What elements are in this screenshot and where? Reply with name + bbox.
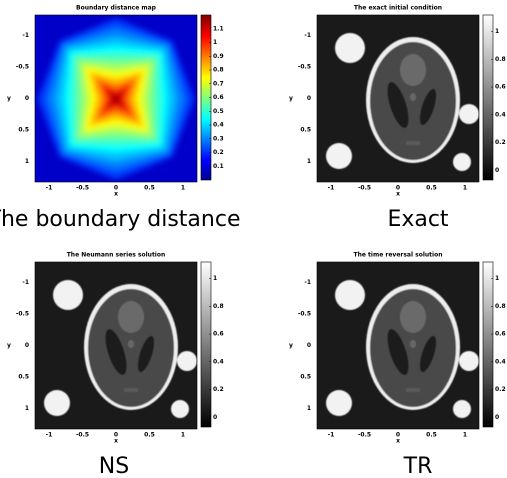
y-tick-label: 1 — [25, 158, 29, 165]
colorbar-tick-label: 1 — [495, 275, 499, 282]
x-tick-label: -1 — [328, 185, 335, 192]
x-axis-label: x — [114, 191, 118, 198]
y-tick-label: 1 — [25, 405, 29, 412]
x-tick-label: 0.5 — [426, 185, 437, 192]
x-tick-label: 1 — [181, 185, 185, 192]
x-axis-label: x — [396, 191, 400, 198]
colorbar-tick-label: 0.2 — [495, 386, 506, 393]
y-tick-label: 0.5 — [300, 127, 311, 134]
colorbar-tick-label: 0.1 — [213, 163, 224, 170]
colorbar-tick-label: 0.8 — [495, 303, 506, 310]
y-axis-label: y — [289, 342, 293, 349]
x-tick-label: 1 — [463, 432, 467, 439]
x-tick-label: 0.5 — [144, 185, 155, 192]
x-axis-label: x — [396, 438, 400, 445]
phantom-image — [317, 262, 479, 429]
colorbar-tick-label: 0.8 — [495, 56, 506, 63]
x-tick-label: 0.5 — [144, 432, 155, 439]
phantom-image — [35, 262, 197, 429]
y-tick-label: 0.5 — [18, 127, 29, 134]
colorbar-tick-label: 0 — [495, 414, 499, 421]
y-tick-label: -0.5 — [16, 64, 29, 71]
x-tick-label: -0.5 — [76, 432, 89, 439]
y-tick-label: 0.5 — [300, 374, 311, 381]
panel: The Neumann series solution -1 -0.5 0 0.5 1 -1… — [7, 252, 224, 478]
colorbar-tick-label: 0.4 — [213, 358, 224, 365]
colorbar-tick-label: 0.2 — [495, 139, 506, 146]
panel-title: The time reversal solution — [354, 252, 443, 259]
caption: NS — [99, 454, 129, 478]
panel-title: The Neumann series solution — [67, 252, 166, 259]
colorbar-tick-label: 0 — [495, 167, 499, 174]
colorbar-tick-label: 0.8 — [213, 303, 224, 310]
colorbar-tick-label: 1 — [495, 28, 499, 35]
y-tick-label: 0.5 — [18, 374, 29, 381]
y-tick-label: 0 — [307, 95, 311, 102]
colorbar-tick-label: 0 — [213, 414, 217, 421]
colorbar-tick-label: 0.6 — [495, 84, 506, 91]
y-tick-label: -1 — [304, 279, 311, 286]
caption: The boundary distance — [0, 207, 240, 232]
colorbar-tick-label: 0.6 — [495, 331, 506, 338]
x-tick-label: 0.5 — [426, 432, 437, 439]
panel-title: Boundary distance map — [76, 5, 157, 12]
y-tick-label: 0 — [25, 342, 29, 349]
x-tick-label: 1 — [181, 432, 185, 439]
x-tick-label: -1 — [46, 185, 53, 192]
y-tick-label: -1 — [22, 32, 29, 39]
x-tick-label: -1 — [328, 432, 335, 439]
y-tick-label: 0 — [25, 95, 29, 102]
y-axis-label: y — [7, 95, 11, 102]
heatmap-levels — [38, 19, 194, 180]
x-tick-label: 1 — [463, 185, 467, 192]
y-tick-label: -1 — [304, 32, 311, 39]
colorbar — [483, 262, 493, 427]
colorbar-tick-label: 0.3 — [213, 135, 224, 142]
caption: TR — [403, 454, 433, 478]
x-axis-label: x — [114, 438, 118, 445]
colorbar-tick-label: 1 — [213, 39, 217, 46]
heatmap — [35, 15, 197, 182]
panels: Boundary distance map -1 -0.5 0 0.5 1 -1 -0.5 0 0… — [0, 5, 506, 478]
colorbar-tick-label: 0.4 — [213, 122, 224, 129]
y-tick-label: 1 — [307, 158, 311, 165]
colorbar — [483, 15, 493, 180]
panel: The exact initial condition -1 -0.5 0 0.5 1 -1… — [289, 5, 506, 233]
colorbar-tick-label: 0.2 — [213, 386, 224, 393]
caption: Exact — [387, 207, 448, 232]
colorbar-tick-label: 0.4 — [495, 358, 506, 365]
y-tick-label: 0 — [307, 342, 311, 349]
colorbar-tick-label: 0.2 — [213, 149, 224, 156]
x-tick-label: -0.5 — [358, 432, 371, 439]
figure: Boundary distance map -1 -0.5 0 0.5 1 -1 -0.5 0 0… — [0, 0, 507, 478]
x-tick-label: -0.5 — [358, 185, 371, 192]
y-tick-label: -0.5 — [16, 311, 29, 318]
panel-title: The exact initial condition — [354, 5, 442, 12]
colorbar-tick-label: 0.7 — [213, 80, 224, 87]
panel: The time reversal solution -1 -0.5 0 0.5 1 -1 -… — [289, 252, 506, 478]
y-axis-label: y — [289, 95, 293, 102]
colorbar-tick-label: 1 — [213, 275, 217, 282]
x-tick-label: -1 — [46, 432, 53, 439]
y-tick-label: -0.5 — [298, 64, 311, 71]
colorbar-tick-label: 0.9 — [213, 53, 224, 60]
colorbar-tick-label: 1.1 — [213, 25, 224, 32]
colorbar-tick-label: 0.6 — [213, 94, 224, 101]
x-tick-label: -0.5 — [76, 185, 89, 192]
colorbar-tick-label: 0.4 — [495, 111, 506, 118]
y-axis-label: y — [7, 342, 11, 349]
y-tick-label: -0.5 — [298, 311, 311, 318]
phantom-image — [317, 15, 479, 182]
colorbar-tick-label: 0.6 — [213, 331, 224, 338]
y-tick-label: 1 — [307, 405, 311, 412]
colorbar-tick-label: 0.5 — [213, 108, 224, 115]
colorbar-tick-label: 0.8 — [213, 67, 224, 74]
colorbar — [201, 262, 211, 427]
y-tick-label: -1 — [22, 279, 29, 286]
